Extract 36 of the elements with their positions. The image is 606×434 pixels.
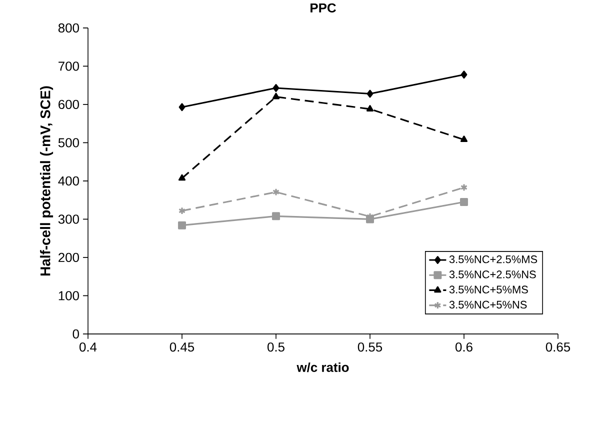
x-tick-label: 0.5 <box>268 342 284 352</box>
point <box>272 92 280 100</box>
point <box>178 206 186 215</box>
x-tick-label: 0.45 <box>170 342 194 352</box>
x-axis-title: w/c ratio <box>296 362 349 372</box>
point <box>366 90 374 98</box>
point <box>460 198 468 206</box>
legend-label: 3.5%NC+2.5%MS <box>449 255 538 264</box>
point <box>460 183 468 192</box>
point <box>272 188 280 196</box>
y-tick-label: 100 <box>58 291 79 300</box>
legend-label: 3.5%NC+5%NS <box>449 300 527 309</box>
x-tick-label: 0.4 <box>80 342 97 352</box>
y-tick-label: 500 <box>58 138 79 148</box>
legend-label: 3.5%NC+2.5%NS <box>449 270 536 278</box>
y-axis-title: Half-cell potential (-mV, SCE) <box>40 86 54 276</box>
legend-label: 3.5%NC+5%MS <box>449 286 528 294</box>
point <box>460 136 468 142</box>
x-tick-label: 0.65 <box>546 342 570 352</box>
y-tick-label: 600 <box>58 100 79 110</box>
point <box>272 84 280 92</box>
point <box>178 103 186 112</box>
point <box>178 221 186 230</box>
y-tick-label: 400 <box>58 176 79 186</box>
y-tick-label: 0 <box>72 329 79 339</box>
y-tick-label: 700 <box>58 62 79 71</box>
point <box>272 212 280 220</box>
point <box>460 70 468 79</box>
y-tick-label: 200 <box>58 252 79 262</box>
point <box>178 174 186 181</box>
x-tick-label: 0.6 <box>456 342 472 352</box>
chart-title: PPC <box>310 3 336 12</box>
y-tick-label: 800 <box>58 23 79 33</box>
x-tick-label: 0.55 <box>358 342 382 352</box>
point <box>366 105 374 112</box>
y-tick-label: 300 <box>58 214 79 224</box>
